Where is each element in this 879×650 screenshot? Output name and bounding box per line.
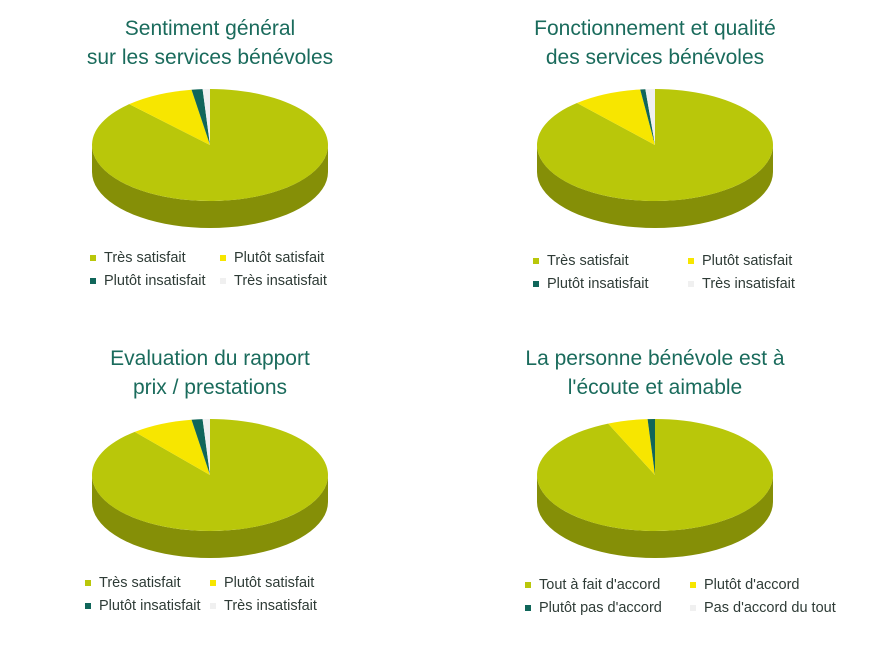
pie-slice-side <box>92 475 328 558</box>
pie-chart <box>92 89 329 228</box>
pie-slice <box>91 419 328 531</box>
legend-swatch <box>85 580 91 586</box>
legend-item: Très insatisfait <box>688 276 868 292</box>
legend-item: Très insatisfait <box>210 598 390 614</box>
legend-label: Très insatisfait <box>224 598 317 614</box>
legend-label: Tout à fait d'accord <box>539 577 661 593</box>
chart-title: La personne bénévole est à l'écoute et a… <box>445 344 865 402</box>
chart-title-line-1: Sentiment général <box>124 17 296 40</box>
legend-item: Très insatisfait <box>220 273 400 289</box>
legend-label: Très satisfait <box>99 575 181 591</box>
legend-item: Très satisfait <box>533 253 688 269</box>
legend-label: Plutôt insatisfait <box>99 598 201 614</box>
pie-slice <box>202 419 210 475</box>
legend-label: Plutôt satisfait <box>224 575 315 591</box>
chart-title-line-1: Evaluation du rapport <box>110 347 310 370</box>
chart-panel-2: Fonctionnement et qualité des services b… <box>445 10 865 320</box>
legend-label: Très satisfait <box>104 250 186 266</box>
legend-swatch <box>533 281 539 287</box>
legend-item: Plutôt satisfait <box>688 253 868 269</box>
pie-slice <box>92 89 329 201</box>
pie-slice <box>645 89 655 145</box>
legend-swatch <box>525 582 531 588</box>
pie-slice <box>608 419 655 475</box>
legend-item: Très satisfait <box>85 575 210 591</box>
legend-item: Plutôt satisfait <box>220 250 400 266</box>
legend-label: Pas d'accord du tout <box>704 600 836 616</box>
legend-swatch <box>90 278 96 284</box>
legend-swatch <box>220 278 226 284</box>
legend-label: Très insatisfait <box>234 273 327 289</box>
pie-slice <box>536 89 773 201</box>
pie-slice <box>640 89 655 145</box>
legend-swatch <box>690 605 696 611</box>
legend-label: Plutôt insatisfait <box>547 276 649 292</box>
chart-legend: Très satisfait Plutôt satisfait Plutôt i… <box>85 575 405 614</box>
legend-item: Très satisfait <box>90 250 220 266</box>
pie-slice <box>191 419 210 475</box>
legend-item: Pas d'accord du tout <box>690 600 870 616</box>
chart-legend: Très satisfait Plutôt satisfait Plutôt i… <box>533 253 853 292</box>
legend-item: Plutôt pas d'accord <box>525 600 690 616</box>
legend-label: Plutôt d'accord <box>704 577 800 593</box>
pie-chart <box>91 419 328 558</box>
chart-panel-1: Sentiment général sur les services bénév… <box>0 10 420 320</box>
chart-title-line-2: sur les services bénévoles <box>86 46 334 69</box>
pie-slice-side <box>537 145 773 228</box>
legend-swatch <box>690 582 696 588</box>
legend-swatch <box>210 580 216 586</box>
chart-title-line-1: Fonctionnement et qualité <box>534 17 776 40</box>
legend-item: Plutôt insatisfait <box>90 273 220 289</box>
chart-title-line-1: La personne bénévole est à <box>525 347 785 370</box>
pie-chart <box>536 89 773 228</box>
chart-title: Fonctionnement et qualité des services b… <box>445 14 865 72</box>
legend-item: Plutôt insatisfait <box>533 276 688 292</box>
chart-panel-3: Evaluation du rapport prix / prestations… <box>0 340 420 650</box>
legend-item: Plutôt d'accord <box>690 577 870 593</box>
pie-slice <box>576 89 655 145</box>
chart-panel-4: La personne bénévole est à l'écoute et a… <box>445 340 865 650</box>
chart-title-line-2: prix / prestations <box>132 376 288 399</box>
legend-label: Très satisfait <box>547 253 629 269</box>
chart-title-line-2: des services bénévoles <box>545 46 765 69</box>
legend-swatch <box>525 605 531 611</box>
legend-swatch <box>90 255 96 261</box>
legend-item: Plutôt satisfait <box>210 575 390 591</box>
legend-swatch <box>688 281 694 287</box>
legend-label: Plutôt satisfait <box>234 250 325 266</box>
pie-slice-side <box>537 475 773 558</box>
legend-swatch <box>210 603 216 609</box>
chart-title: Sentiment général sur les services bénév… <box>0 14 420 72</box>
pie-slice <box>129 89 210 145</box>
legend-label: Plutôt insatisfait <box>104 273 206 289</box>
legend-label: Plutôt satisfait <box>702 253 793 269</box>
pie-slice <box>537 419 774 531</box>
chart-legend: Très satisfait Plutôt satisfait Plutôt i… <box>90 250 410 289</box>
pie-slice <box>191 89 210 145</box>
legend-item: Plutôt insatisfait <box>85 598 210 614</box>
pie-slice-side <box>92 145 328 228</box>
legend-item: Tout à fait d'accord <box>525 577 690 593</box>
pie-slice <box>202 89 210 145</box>
pie-slice <box>134 419 210 475</box>
chart-legend: Tout à fait d'accord Plutôt d'accord Plu… <box>525 577 845 616</box>
pie-chart <box>537 419 774 558</box>
legend-swatch <box>688 258 694 264</box>
legend-swatch <box>85 603 91 609</box>
chart-title-line-2: l'écoute et aimable <box>567 376 743 399</box>
legend-swatch <box>220 255 226 261</box>
legend-label: Plutôt pas d'accord <box>539 600 662 616</box>
legend-label: Très insatisfait <box>702 276 795 292</box>
legend-swatch <box>533 258 539 264</box>
pie-slice <box>647 419 655 475</box>
chart-title: Evaluation du rapport prix / prestations <box>0 344 420 402</box>
